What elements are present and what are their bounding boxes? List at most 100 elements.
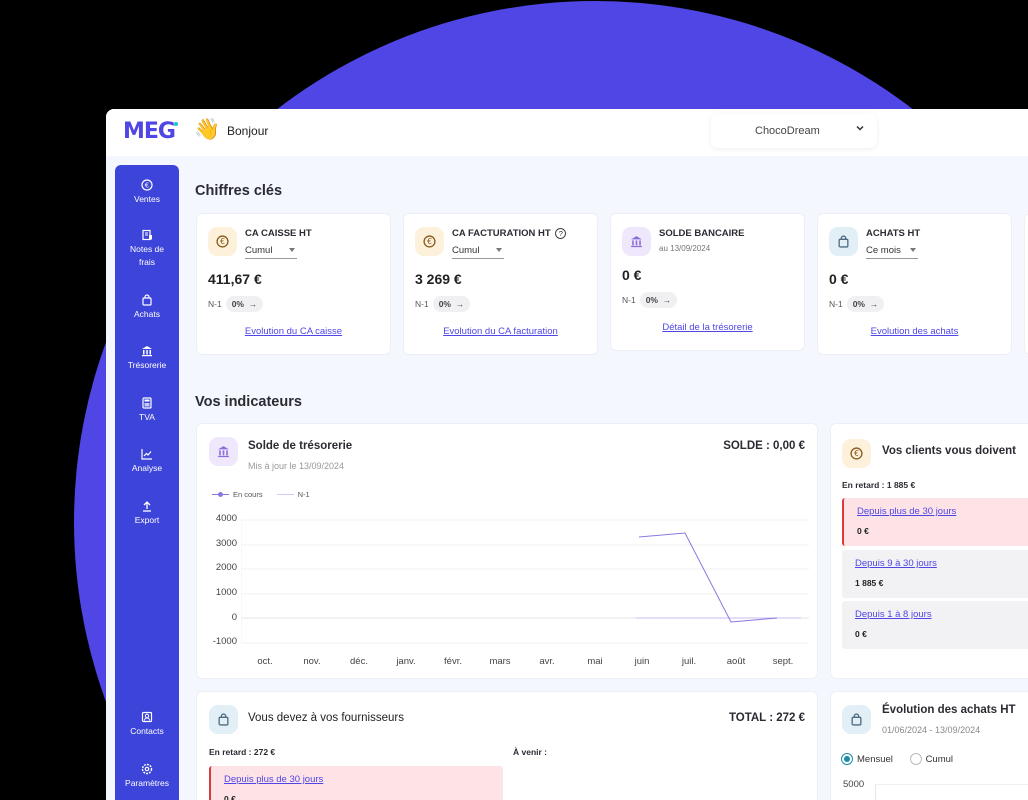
sidebar-item-achats[interactable]: Achats [115,294,179,321]
euro-circle-icon: € [141,179,153,191]
bank-icon [622,227,651,256]
euro-circle-icon: € [842,439,871,468]
caret-down-icon [496,248,502,252]
gear-icon [141,763,153,775]
company-name: ChocoDream [755,125,820,137]
link-evolution-achats[interactable]: Evolution des achats [870,326,959,337]
sidebar-item-parametres[interactable]: Paramètres [115,763,179,790]
help-icon[interactable]: ? [555,228,567,239]
sidebar-item-contacts[interactable]: Contacts [115,711,179,738]
amount: 0 € [857,526,869,536]
shopping-bag-icon [829,227,858,256]
card-value: 411,67 € [208,271,262,287]
card-subtitle: au 13/09/2024 [659,244,711,253]
shopping-bag-icon [142,294,152,306]
n1-comparison: N-1 0% → [829,296,885,312]
link-evolution-ca-caisse[interactable]: Evolution du CA caisse [244,326,343,337]
link-clients-30plus[interactable]: Depuis plus de 30 jours [857,506,957,517]
sidebar-item-tva[interactable]: TVA [115,397,179,424]
key-card-clipped [1024,213,1028,355]
n1-label: N-1 [622,295,636,305]
treasury-card: Solde de trésorerie Mis à jour le 13/09/… [196,423,818,679]
period-select[interactable]: Cumul [245,245,297,259]
period-select[interactable]: Cumul [452,245,504,259]
line-chart-icon [141,449,152,460]
key-card-achats: ACHATS HT Ce mois 0 € N-1 0% → Evolution… [817,213,1012,355]
link-suppliers-30plus[interactable]: Depuis plus de 30 jours [224,774,324,785]
sidebar-item-label: Notes de frais [129,244,165,267]
link-clients-1-8[interactable]: Depuis 1 à 8 jours [855,609,932,620]
suppliers-total: TOTAL : 272 € [728,712,805,724]
card-value: 3 269 € [415,271,462,287]
radio-cumul[interactable]: Cumul [909,753,953,765]
svg-text:€: € [145,182,149,190]
x-tick: août [726,656,746,667]
x-tick: mars [489,656,511,667]
bank-icon [142,346,152,357]
svg-text:€: € [854,449,859,458]
n1-badge: 0% → [432,296,471,312]
sidebar-item-label: Export [134,515,160,525]
amount: 1 885 € [855,578,884,588]
shopping-bag-icon [842,705,871,734]
sidebar-item-label: Achats [134,309,160,319]
legend-marker-n1 [276,493,294,496]
x-tick: avr. [539,656,555,667]
euro-circle-icon: € [415,227,444,256]
chart-legend: En cours N-1 [212,490,310,499]
x-tick: juil. [681,656,697,667]
upload-icon [143,501,151,512]
x-tick: nov. [303,656,321,667]
amount: 0 € [224,794,236,800]
sidebar-item-tresorerie[interactable]: Trésorerie [115,345,179,372]
legend-label: N-1 [297,490,310,499]
y-tick: 4000 [215,513,237,524]
link-evolution-ca-facturation[interactable]: Evolution du CA facturation [443,326,558,337]
x-tick: juin [634,656,650,667]
treasury-line-chart [241,519,809,644]
sidebar-item-label: Ventes [134,194,160,204]
link-detail-tresorerie[interactable]: Détail de la trésorerie [662,322,753,333]
card-title: CA FACTURATION HT ? [452,228,567,239]
company-selector[interactable]: ChocoDream [711,114,877,148]
treasury-title: Solde de trésorerie [248,440,353,452]
logo-dot [174,122,178,126]
contact-card-icon [141,711,153,723]
radio-selected-icon [841,753,853,765]
link-clients-9-30[interactable]: Depuis 9 à 30 jours [855,558,937,569]
suppliers-late-total: En retard : 272 € [209,747,276,757]
suppliers-title: Vous devez à vos fournisseurs [248,712,404,724]
bank-icon [209,437,238,466]
sidebar-item-label: TVA [139,412,155,422]
clients-row-1-8: Depuis 1 à 8 jours 0 € [842,601,1028,649]
legend-marker-en-cours [212,492,229,496]
svg-text:€: € [427,237,432,246]
caret-down-icon [910,248,916,252]
x-tick: janv. [396,656,416,667]
legend-label: En cours [233,490,263,499]
period-select[interactable]: Ce mois [866,245,918,259]
clients-row-30plus: Depuis plus de 30 jours 0 € [842,498,1028,546]
app-logo[interactable]: MEG [123,119,176,144]
card-value: 0 € [829,271,849,287]
sidebar-item-notes-de-frais[interactable]: Notes de frais [115,229,179,269]
indicators-title: Vos indicateurs [195,394,302,410]
shopping-bag-icon [209,705,238,734]
sidebar-item-label: Analyse [131,463,163,473]
arrow-right-icon: → [662,295,672,305]
sidebar-item-export[interactable]: Export [115,500,179,527]
n1-comparison: N-1 0% → [622,292,678,308]
sidebar-item-ventes[interactable]: € Ventes [115,179,179,206]
period-select-value: Cumul [245,245,273,256]
sidebar-item-analyse[interactable]: Analyse [115,448,179,475]
calculator-icon [142,397,152,409]
radio-mensuel[interactable]: Mensuel [841,753,893,765]
treasury-updated: Mis à jour le 13/09/2024 [248,461,345,471]
x-tick: févr. [444,656,462,667]
key-card-ca-facturation: € CA FACTURATION HT ? Cumul 3 269 € N-1 … [403,213,598,355]
sidebar-item-label: Paramètres [125,778,169,788]
chevron-down-icon [855,123,865,136]
n1-comparison: N-1 0% → [415,296,471,312]
svg-text:€: € [220,237,225,246]
key-card-solde-bancaire: SOLDE BANCAIRE au 13/09/2024 0 € N-1 0% … [610,213,805,351]
